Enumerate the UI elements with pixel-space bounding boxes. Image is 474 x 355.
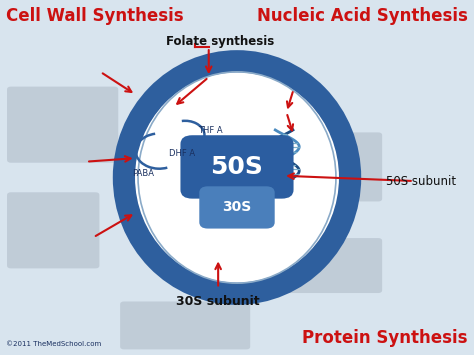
FancyBboxPatch shape xyxy=(7,192,100,268)
FancyBboxPatch shape xyxy=(271,238,382,293)
Text: Protein Synthesis: Protein Synthesis xyxy=(302,329,468,346)
Text: DHF A: DHF A xyxy=(169,149,195,158)
FancyBboxPatch shape xyxy=(262,132,382,201)
Text: ©2011 TheMedSchool.com: ©2011 TheMedSchool.com xyxy=(6,340,101,346)
FancyBboxPatch shape xyxy=(120,301,250,349)
FancyBboxPatch shape xyxy=(199,186,275,229)
Text: Cell Wall Synthesis: Cell Wall Synthesis xyxy=(6,7,184,24)
Text: 50S subunit: 50S subunit xyxy=(386,175,456,187)
Ellipse shape xyxy=(124,61,350,294)
Text: Nucleic Acid Synthesis: Nucleic Acid Synthesis xyxy=(257,7,468,24)
Text: 50S: 50S xyxy=(210,155,264,179)
Text: Folate synthesis: Folate synthesis xyxy=(166,35,274,48)
FancyBboxPatch shape xyxy=(181,135,293,199)
FancyBboxPatch shape xyxy=(7,87,118,163)
Text: THF A: THF A xyxy=(198,126,222,135)
Text: 30S: 30S xyxy=(222,201,252,214)
Text: 30S subunit: 30S subunit xyxy=(176,295,260,308)
Text: PABA: PABA xyxy=(132,169,154,179)
